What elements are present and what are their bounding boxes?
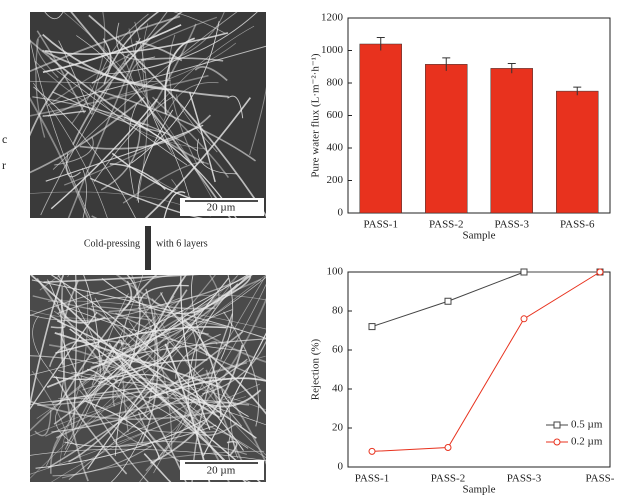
x-tick-label: PASS-1 (355, 473, 389, 485)
x-tick-label: PASS-6 (560, 219, 595, 231)
y-tick-label: 0 (338, 207, 344, 219)
point (445, 298, 451, 304)
process-label: with 6 layers (156, 238, 208, 249)
scale-bar-label: 20 µm (207, 202, 236, 214)
y-axis-label: Pure water flux (L·m⁻²·h⁻¹) (310, 53, 322, 178)
x-tick-label: PASS-3 (507, 473, 542, 485)
y-tick-label: 0 (338, 461, 344, 473)
point (521, 269, 527, 275)
y-axis-label: Rejection (%) (310, 338, 322, 400)
legend-label: 0.2 µm (571, 436, 603, 448)
y-tick-label: 600 (327, 109, 344, 121)
point (369, 448, 375, 454)
y-tick-label: 80 (332, 305, 344, 317)
x-tick-label: PASS-3 (495, 219, 530, 231)
point (369, 324, 375, 330)
x-tick-label: PASS- (586, 473, 615, 485)
legend-label: 0.5 µm (571, 419, 603, 431)
y-tick-label: 40 (332, 383, 344, 395)
point (521, 316, 527, 322)
scale-bar-label: 20 µm (207, 465, 236, 477)
page: {"figure": {"scale_bars": ["20 µm", "20 … (0, 0, 618, 496)
y-tick-label: 1000 (321, 44, 344, 56)
fiber (92, 216, 186, 234)
process-arrow (145, 226, 151, 270)
x-axis-label: Sample (463, 230, 496, 242)
y-tick-label: 20 (332, 422, 344, 434)
y-tick-label: 800 (327, 77, 344, 89)
bar (360, 44, 402, 213)
bar (425, 64, 467, 213)
bar (491, 68, 533, 213)
edge-text: c (2, 132, 7, 146)
series-line (372, 272, 600, 327)
figure: 20 µm 20 µm Cold-pressing with 6 layers … (0, 0, 618, 496)
bar (556, 91, 598, 213)
x-tick-label: PASS-1 (364, 219, 398, 231)
y-tick-label: 1200 (321, 12, 344, 24)
process-label: Cold-pressing (84, 238, 140, 249)
legend-marker (554, 422, 560, 428)
point (597, 269, 603, 275)
edge-text: r (2, 158, 6, 172)
series-line (372, 272, 600, 451)
y-tick-label: 400 (327, 142, 344, 154)
x-tick-label: PASS-2 (429, 219, 463, 231)
y-tick-label: 60 (332, 344, 344, 356)
fiber (270, 300, 280, 368)
y-tick-label: 200 (327, 174, 344, 186)
y-tick-label: 100 (327, 266, 344, 278)
legend-marker (554, 439, 560, 445)
point (445, 445, 451, 451)
x-tick-label: PASS-2 (431, 473, 465, 485)
x-axis-label: Sample (463, 484, 496, 496)
